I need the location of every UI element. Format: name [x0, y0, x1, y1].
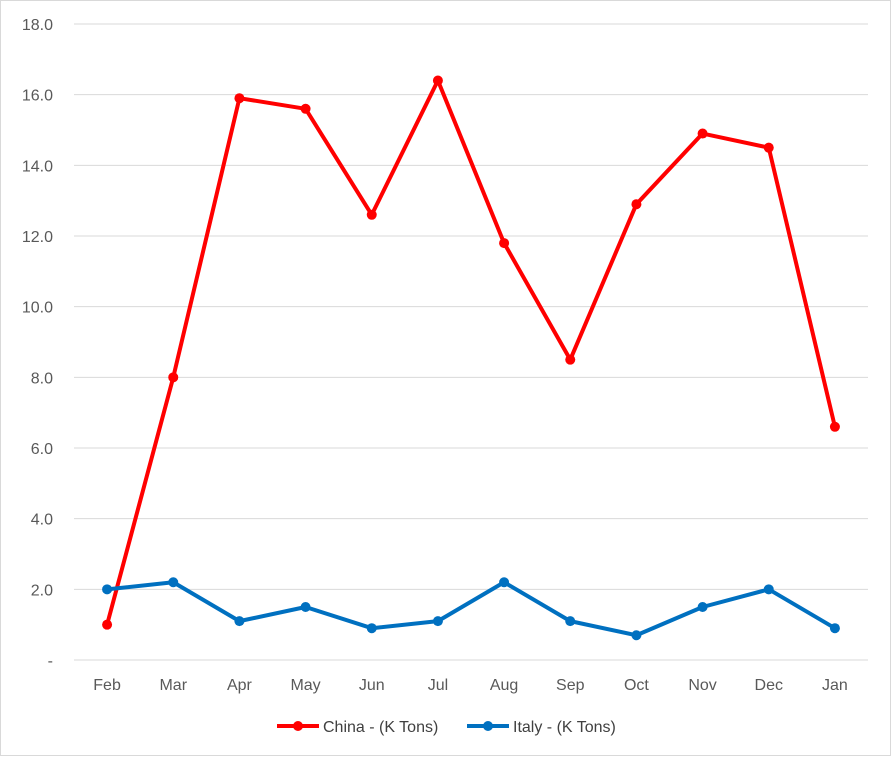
x-tick-label: Aug — [490, 677, 518, 694]
italy-point — [763, 584, 774, 595]
china-line — [105, 78, 837, 627]
x-tick-label: May — [290, 677, 320, 694]
italy-point — [697, 602, 708, 612]
y-tick-label: 14.0 — [22, 158, 53, 175]
legend-swatch-marker — [483, 721, 493, 731]
legend: China - (K Tons) Italy - (K Tons) — [277, 719, 616, 736]
y-tick-label: 8.0 — [31, 370, 53, 387]
y-tick-label: 18.0 — [22, 17, 53, 34]
italy-point — [432, 616, 443, 627]
china-point — [697, 128, 708, 139]
china-point — [631, 199, 642, 210]
series-layer — [102, 75, 840, 641]
italy-series — [102, 577, 840, 641]
x-tick-label: Apr — [227, 677, 253, 694]
china-point — [565, 354, 576, 365]
y-tick-label: 12.0 — [22, 229, 53, 246]
italy-point — [168, 577, 179, 588]
y-tick-label: 4.0 — [31, 512, 53, 529]
legend-label: China - (K Tons) — [323, 719, 438, 736]
x-tick-label: Dec — [755, 677, 783, 694]
x-tick-label: Jul — [428, 677, 448, 694]
china-point — [829, 421, 840, 432]
y-tick-label: 16.0 — [22, 88, 53, 105]
y-axis-tick-labels: - 2.0 4.0 6.0 8.0 10.0 12.0 14.0 16.0 18.0 — [22, 17, 53, 670]
italy-point — [829, 623, 840, 634]
china-point — [300, 103, 311, 114]
china-point — [366, 209, 377, 220]
x-tick-label: Jan — [822, 677, 848, 694]
china-point — [102, 619, 113, 630]
gridlines — [74, 23, 868, 661]
x-tick-label: Jun — [359, 677, 385, 694]
y-tick-label: 6.0 — [31, 441, 53, 458]
china-point — [499, 238, 510, 249]
china-point — [432, 75, 443, 86]
china-point — [168, 372, 179, 383]
legend-swatch-marker — [293, 721, 303, 731]
x-tick-label: Feb — [93, 677, 121, 694]
italy-line — [105, 580, 837, 638]
italy-point — [102, 584, 113, 595]
y-tick-label: 10.0 — [22, 300, 53, 317]
x-tick-label: Oct — [624, 677, 649, 694]
china-point — [763, 142, 774, 153]
italy-point — [234, 616, 245, 627]
china-point — [234, 93, 245, 104]
legend-item-china: China - (K Tons) — [277, 719, 438, 736]
italy-point — [631, 630, 642, 641]
italy-point — [565, 616, 576, 627]
x-axis-tick-labels: Feb Mar Apr May Jun Jul Aug Sep Oct Nov Dec Jan — [93, 677, 848, 694]
legend-label: Italy - (K Tons) — [513, 719, 616, 736]
x-tick-label: Mar — [159, 677, 187, 694]
y-tick-label: - — [48, 653, 53, 670]
italy-point — [300, 602, 311, 612]
italy-point — [499, 577, 510, 588]
x-tick-label: Sep — [556, 677, 585, 694]
y-tick-label: 2.0 — [31, 582, 53, 599]
china-series — [102, 75, 840, 630]
x-tick-label: Nov — [688, 677, 716, 694]
legend-item-italy: Italy - (K Tons) — [467, 719, 616, 736]
italy-point — [366, 623, 377, 634]
